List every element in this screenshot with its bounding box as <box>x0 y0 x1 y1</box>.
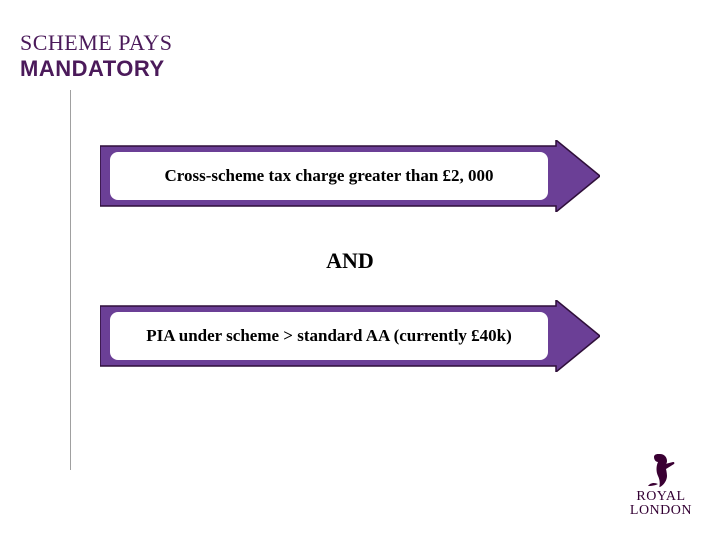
vertical-divider <box>70 90 71 470</box>
arrow-criterion-1: Cross-scheme tax charge greater than £2,… <box>100 140 600 212</box>
royal-london-logo: ROYAL LONDON <box>630 452 692 518</box>
slide: SCHEME PAYS MANDATORY Cross-scheme tax c… <box>0 0 720 540</box>
title-line-mandatory: MANDATORY <box>20 56 172 82</box>
slide-header: SCHEME PAYS MANDATORY <box>20 30 172 82</box>
connector-and: AND <box>100 248 600 274</box>
title-line-scheme-pays: SCHEME PAYS <box>20 30 172 56</box>
pelican-icon <box>642 452 680 488</box>
arrow-criterion-2: PIA under scheme > standard AA (currentl… <box>100 300 600 372</box>
logo-text-royal: ROYAL <box>630 490 692 504</box>
arrow-text-2: PIA under scheme > standard AA (currentl… <box>110 312 548 360</box>
arrow-text-1: Cross-scheme tax charge greater than £2,… <box>110 152 548 200</box>
logo-text-london: LONDON <box>630 504 692 518</box>
